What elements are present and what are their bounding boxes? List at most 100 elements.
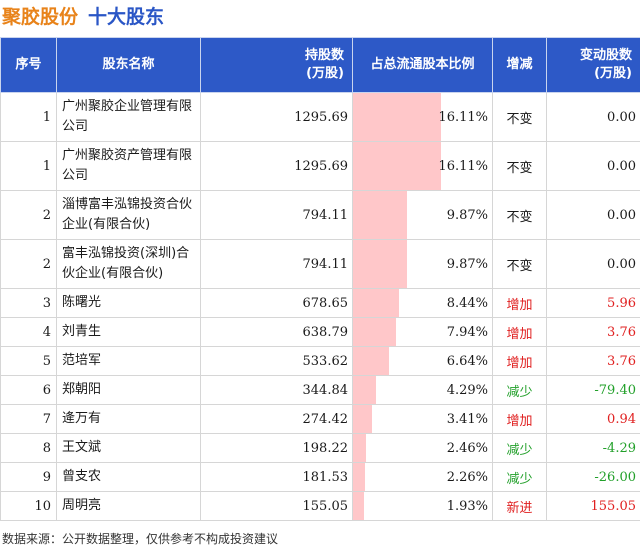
cell-holder-name: 富丰泓锦投资(深圳)合伙企业(有限合伙) bbox=[56, 239, 201, 289]
cell-ratio: 8.44% bbox=[352, 288, 493, 318]
cell-status-badge: 增加 bbox=[492, 346, 547, 376]
cell-shares: 1295.69 bbox=[200, 92, 353, 142]
cell-change: 0.00 bbox=[546, 141, 640, 191]
cell-change: 0.00 bbox=[546, 92, 640, 142]
cell-shares: 638.79 bbox=[200, 317, 353, 347]
cell-ratio: 6.64% bbox=[352, 346, 493, 376]
cell-holder-name: 王文斌 bbox=[56, 433, 201, 463]
cell-status-badge: 减少 bbox=[492, 433, 547, 463]
cell-change: 3.76 bbox=[546, 317, 640, 347]
cell-rank: 5 bbox=[0, 346, 57, 376]
cell-change: -26.00 bbox=[546, 462, 640, 492]
cell-change: 3.76 bbox=[546, 346, 640, 376]
ratio-value: 7.94% bbox=[446, 324, 488, 340]
cell-rank: 1 bbox=[0, 141, 57, 191]
cell-rank: 6 bbox=[0, 375, 57, 405]
column-header-name: 股东名称 bbox=[56, 37, 201, 93]
ratio-bar bbox=[353, 405, 372, 433]
cell-rank: 3 bbox=[0, 288, 57, 318]
column-header-status: 增减 bbox=[492, 37, 547, 93]
ratio-bar bbox=[353, 289, 400, 317]
cell-status-badge: 不变 bbox=[492, 239, 547, 289]
cell-shares: 533.62 bbox=[200, 346, 353, 376]
ratio-value: 9.87% bbox=[446, 207, 488, 223]
ratio-value: 2.46% bbox=[446, 440, 488, 456]
cell-ratio: 9.87% bbox=[352, 190, 493, 240]
ratio-value: 4.29% bbox=[446, 382, 488, 398]
data-source-note: 数据来源：公开数据整理，仅供参考不构成投资建议 bbox=[2, 532, 279, 546]
table-row: 5 范培军 533.62 6.64% 增加 3.76 bbox=[0, 346, 640, 376]
cell-holder-name: 逄万有 bbox=[56, 404, 201, 434]
table-row: 9 曾支农 181.53 2.26% 减少 -26.00 bbox=[0, 462, 640, 492]
ratio-bar bbox=[353, 434, 367, 462]
cell-shares: 678.65 bbox=[200, 288, 353, 318]
cell-holder-name: 周明亮 bbox=[56, 491, 201, 521]
ratio-bar bbox=[353, 142, 441, 190]
cell-shares: 794.11 bbox=[200, 239, 353, 289]
ratio-bar bbox=[353, 191, 407, 239]
table-row: 1 广州聚胶资产管理有限公司 1295.69 16.11% 不变 0.00 bbox=[0, 141, 640, 191]
cell-ratio: 3.41% bbox=[352, 404, 493, 434]
cell-change: 5.96 bbox=[546, 288, 640, 318]
cell-status-badge: 增加 bbox=[492, 288, 547, 318]
cell-status-badge: 增加 bbox=[492, 404, 547, 434]
cell-status-badge: 减少 bbox=[492, 462, 547, 492]
cell-holder-name: 淄博富丰泓锦投资合伙企业(有限合伙) bbox=[56, 190, 201, 240]
cell-change: 0.00 bbox=[546, 239, 640, 289]
cell-shares: 181.53 bbox=[200, 462, 353, 492]
cell-shares: 794.11 bbox=[200, 190, 353, 240]
ratio-value: 1.93% bbox=[446, 498, 488, 514]
table-row: 8 王文斌 198.22 2.46% 减少 -4.29 bbox=[0, 433, 640, 463]
table-row: 10 周明亮 155.05 1.93% 新进 155.05 bbox=[0, 491, 640, 521]
cell-status-badge: 减少 bbox=[492, 375, 547, 405]
cell-ratio: 16.11% bbox=[352, 92, 493, 142]
column-header-shares-text: 持股数 (万股) bbox=[304, 48, 344, 81]
cell-status-badge: 新进 bbox=[492, 491, 547, 521]
column-header-ratio: 占总流通股本比例 bbox=[352, 37, 493, 93]
column-header-shares: 持股数 (万股) bbox=[200, 37, 353, 93]
column-header-change: 变动股数 (万股) bbox=[546, 37, 640, 93]
ratio-value: 2.26% bbox=[446, 469, 488, 485]
cell-change: 155.05 bbox=[546, 491, 640, 521]
cell-change: 0.00 bbox=[546, 190, 640, 240]
cell-ratio: 2.46% bbox=[352, 433, 493, 463]
cell-status-badge: 不变 bbox=[492, 141, 547, 191]
cell-rank: 10 bbox=[0, 491, 57, 521]
ratio-bar bbox=[353, 492, 364, 520]
ratio-bar bbox=[353, 318, 397, 346]
cell-holder-name: 刘青生 bbox=[56, 317, 201, 347]
ratio-bar bbox=[353, 463, 366, 491]
cell-shares: 274.42 bbox=[200, 404, 353, 434]
cell-holder-name: 陈曙光 bbox=[56, 288, 201, 318]
cell-rank: 9 bbox=[0, 462, 57, 492]
cell-rank: 2 bbox=[0, 239, 57, 289]
table-row: 3 陈曙光 678.65 8.44% 增加 5.96 bbox=[0, 288, 640, 318]
ratio-value: 3.41% bbox=[446, 411, 488, 427]
ratio-bar bbox=[353, 93, 441, 141]
company-name: 聚胶股份 bbox=[2, 5, 79, 28]
cell-rank: 2 bbox=[0, 190, 57, 240]
cell-rank: 1 bbox=[0, 92, 57, 142]
table-body: 1 广州聚胶企业管理有限公司 1295.69 16.11% 不变 0.00 1 广州聚胶资产管… bbox=[0, 92, 640, 521]
cell-rank: 7 bbox=[0, 404, 57, 434]
cell-change: 0.94 bbox=[546, 404, 640, 434]
cell-shares: 198.22 bbox=[200, 433, 353, 463]
cell-rank: 4 bbox=[0, 317, 57, 347]
ratio-bar bbox=[353, 376, 377, 404]
cell-status-badge: 增加 bbox=[492, 317, 547, 347]
ratio-bar bbox=[353, 240, 407, 288]
cell-holder-name: 郑朝阳 bbox=[56, 375, 201, 405]
ratio-value: 9.87% bbox=[446, 256, 488, 272]
cell-rank: 8 bbox=[0, 433, 57, 463]
cell-holder-name: 范培军 bbox=[56, 346, 201, 376]
cell-shares: 155.05 bbox=[200, 491, 353, 521]
ratio-value: 8.44% bbox=[446, 295, 488, 311]
title-row: 聚胶股份 十大股东 bbox=[0, 0, 640, 30]
ratio-bar bbox=[353, 347, 390, 375]
table-row: 4 刘青生 638.79 7.94% 增加 3.76 bbox=[0, 317, 640, 347]
table-row: 7 逄万有 274.42 3.41% 增加 0.94 bbox=[0, 404, 640, 434]
column-header-rank: 序号 bbox=[0, 37, 57, 93]
cell-shares: 344.84 bbox=[200, 375, 353, 405]
table-header-row: 序号 股东名称 持股数 (万股) 占总流通股本比例 增减 变动股数 (万股) bbox=[0, 37, 640, 93]
cell-ratio: 7.94% bbox=[352, 317, 493, 347]
